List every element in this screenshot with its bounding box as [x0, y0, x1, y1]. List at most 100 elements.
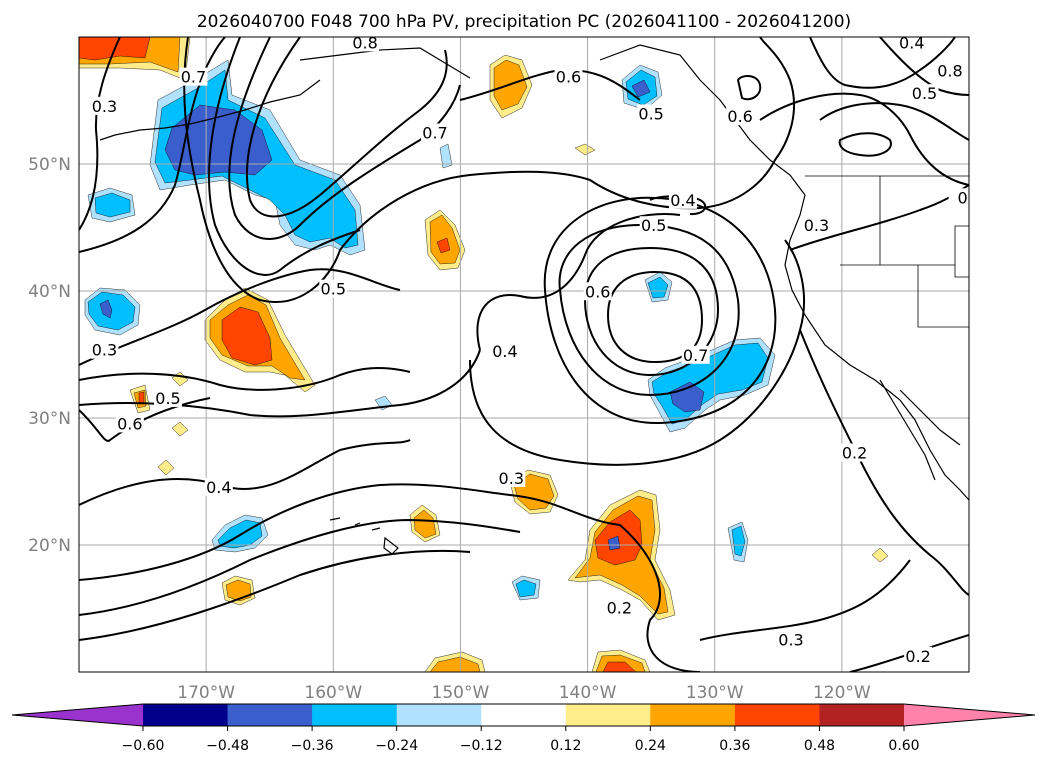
longitude-tick-label: 150°W: [432, 683, 490, 703]
pv-contour-0.4-low: [79, 367, 411, 391]
contour-label: 0.7: [422, 124, 447, 143]
pv-contour-0.6-trough: [208, 37, 361, 276]
latitude-tick-labels: 50°N 40°N 30°N 20°N: [28, 155, 71, 556]
precip-patch: [439, 143, 453, 169]
colorbar: −0.60 −0.48 −0.36 −0.24 −0.12 0.12 0.24 0.36 0.4…: [11, 703, 1036, 754]
pv-contour-0.3-south: [79, 483, 621, 581]
pv-contour-0.2-southeast: [619, 524, 701, 672]
contour-label: 0: [958, 188, 968, 207]
longitude-tick-labels: 170°W 160°W 150°W 140°W 130°W 120°W: [177, 683, 871, 703]
figure-title: 2026040700 F048 700 hPa PV, precipitatio…: [197, 12, 851, 32]
baja-coast: [879, 379, 961, 481]
contour-label-background: [605, 598, 634, 617]
contour-label-background: [490, 341, 519, 360]
pv-contour-0.6-northeast: [819, 102, 969, 141]
colorbar-tick-label: 0.36: [719, 738, 750, 754]
latitude-tick-label: 40°N: [28, 282, 71, 302]
contour-label: 0.8: [937, 61, 962, 80]
longitude-tick-label: 120°W: [813, 683, 871, 703]
contour-label: 0.5: [912, 84, 937, 103]
contour-label-background: [319, 279, 348, 298]
contour-label-background: [777, 630, 805, 649]
colorbar-tick-label: 0.24: [635, 738, 666, 754]
contour-label-background: [90, 96, 119, 115]
contour-label: 0.5: [321, 280, 346, 299]
contour-label-background: [639, 216, 668, 235]
contour-label-background: [351, 37, 380, 52]
pv-contour-0.4-low-west2: [79, 397, 211, 442]
contour-label-background: [802, 216, 831, 235]
precip-patch: [731, 525, 746, 557]
colorbar-segment: [396, 704, 482, 726]
contour-label-background: [90, 340, 119, 359]
contour-label: 0.5: [641, 216, 666, 235]
aleutian-coast: [99, 79, 321, 141]
precip-patch: [574, 143, 596, 156]
colorbar-extend-high: [904, 704, 1035, 726]
contour-label-background: [421, 123, 449, 142]
colorbar-segment: [312, 704, 398, 726]
contour-label-background: [904, 646, 933, 665]
pv-contour-0.4-small: [649, 195, 707, 216]
contour-label-background: [897, 37, 926, 52]
coastlines: [99, 44, 969, 555]
precip-patch: [436, 237, 451, 254]
latitude-tick-label: 30°N: [28, 409, 71, 429]
contour-label: 0.3: [499, 469, 524, 488]
precip-patch: [221, 306, 273, 366]
precip-patch: [429, 656, 481, 672]
contour-label: 0.7: [683, 346, 708, 365]
pv-contour-0.3-ring: [469, 239, 806, 466]
contour-label: 0.4: [899, 33, 924, 52]
contour-label: 0.4: [206, 478, 231, 497]
precip-patch: [171, 421, 189, 437]
contour-label-background: [637, 104, 666, 123]
longitude-tick-label: 130°W: [686, 683, 744, 703]
precip-patch: [631, 79, 651, 98]
contour-label-background: [948, 188, 969, 207]
pv-contour-0.8-northeast: [879, 37, 969, 96]
pv-contour-0.4-ring: [543, 196, 777, 425]
map-area: 0.30.70.80.60.5 0.60.40.50.80.70.40.5 0.30…: [79, 33, 969, 672]
pv-contour-0.5-low-west: [79, 268, 401, 366]
contour-label-background: [179, 67, 208, 86]
pv-contour-0.8-trough: [246, 37, 448, 218]
colorbar-extend-low: [12, 704, 143, 726]
pv-contour-0.5-ring: [558, 223, 740, 397]
pv-contour-0.3-north: [79, 37, 121, 231]
colorbar-tick-label: 0.12: [550, 738, 581, 754]
contour-label-background: [115, 414, 144, 433]
contour-label-background: [554, 67, 583, 86]
contour-label: 0.2: [842, 444, 867, 463]
contour-label: 0.6: [556, 68, 581, 87]
colorbar-segment: [734, 704, 820, 726]
pv-contour-0.5-trough: [183, 37, 341, 303]
canada-us-border: [805, 175, 969, 328]
contour-label: 0.6: [727, 107, 752, 126]
gridlines: [79, 37, 969, 672]
contour-label: 0.5: [155, 389, 180, 408]
contour-label: 0.3: [804, 216, 829, 235]
colorbar-tick-label: 0.48: [804, 738, 835, 754]
precip-patch: [515, 579, 537, 598]
contour-label: 0.3: [92, 341, 117, 360]
latitude-tick-label: 50°N: [28, 155, 71, 175]
longitude-tick-label: 170°W: [177, 683, 235, 703]
contour-label-background: [840, 443, 869, 462]
colorbar-tick-label: −0.48: [206, 738, 249, 754]
contour-label-background: [681, 345, 710, 364]
colorbar-tick-label: −0.12: [460, 738, 503, 754]
colorbar-tick-label: 0.60: [888, 738, 919, 754]
contour-label-background: [726, 107, 755, 126]
contour-label: 0.6: [117, 414, 142, 433]
contour-label-background: [583, 282, 612, 301]
pv-contour-0.5-low-loop: [476, 213, 681, 351]
contour-label: 0.3: [778, 630, 803, 649]
pv-contour-0.3-south2: [79, 518, 521, 616]
contour-label: 0.2: [607, 599, 632, 618]
precip-patch: [157, 459, 175, 476]
contour-label: 0.5: [638, 104, 663, 123]
colorbar-segment: [565, 704, 651, 726]
contour-label-background: [497, 468, 526, 487]
